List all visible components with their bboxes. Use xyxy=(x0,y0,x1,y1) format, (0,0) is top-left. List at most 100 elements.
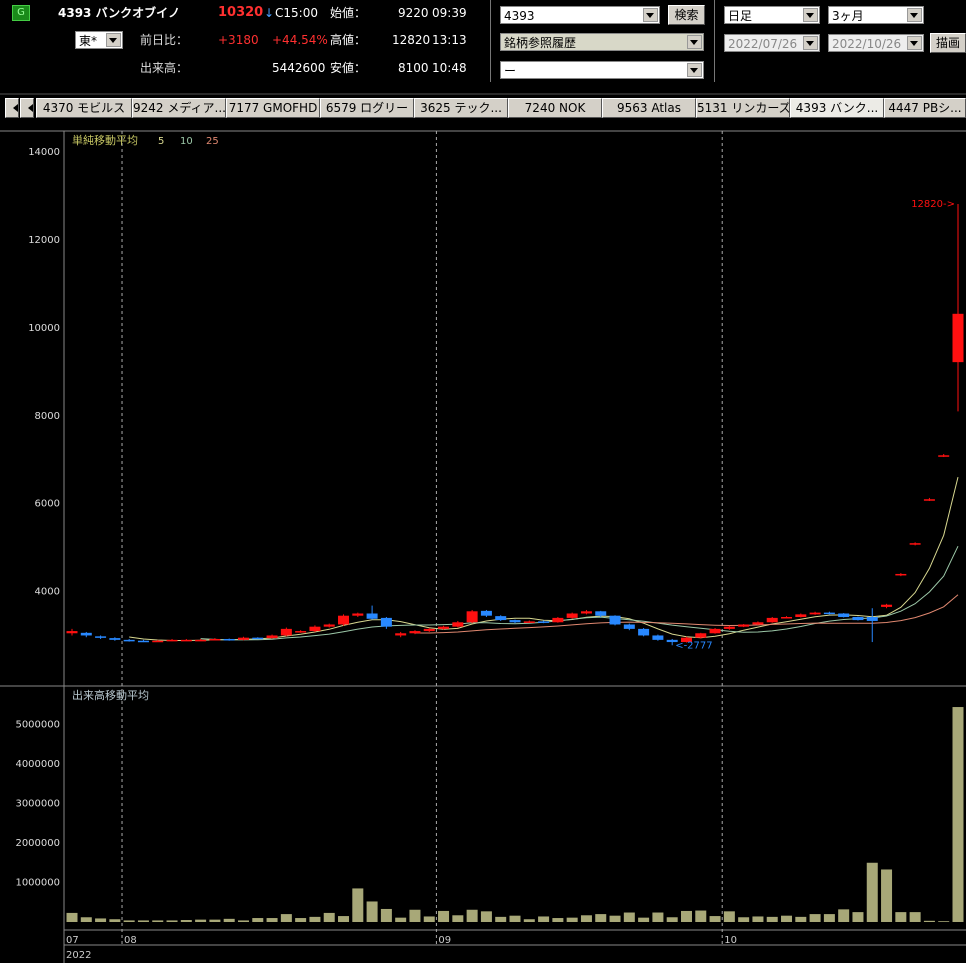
candle-body xyxy=(237,637,249,640)
volume-bar xyxy=(638,917,650,922)
volume-bar xyxy=(438,910,450,922)
stock-tab[interactable]: 7177 GMOFHD xyxy=(226,98,320,118)
candle-body xyxy=(280,628,292,636)
x-tick-label: 08 xyxy=(124,935,137,946)
moving-average-line xyxy=(415,594,959,634)
span-select[interactable]: 3ヶ月 xyxy=(828,6,924,24)
volume-title: 出来高移動平均 xyxy=(72,688,149,702)
candle-body xyxy=(137,640,149,643)
volume-bar xyxy=(823,914,835,922)
candle-body xyxy=(395,633,407,636)
label: 出来高： xyxy=(140,61,189,75)
volume-bar xyxy=(495,916,507,922)
low-annotation: <-2777 xyxy=(675,640,712,651)
candle-body xyxy=(352,613,364,616)
volume-bar xyxy=(881,869,893,922)
candle-body xyxy=(938,455,950,457)
volume-bar xyxy=(223,918,235,922)
volume-bar xyxy=(738,917,750,922)
candle-body xyxy=(295,631,307,633)
y-tick-label: 10000 xyxy=(28,323,60,334)
candle-body xyxy=(766,617,778,623)
volume-bar xyxy=(380,908,392,922)
candle-body xyxy=(909,543,921,545)
high-time: 13:13 xyxy=(432,33,467,47)
candle-body xyxy=(695,633,707,638)
volume-bar xyxy=(66,912,78,922)
volume-bar xyxy=(252,918,264,922)
candle-body xyxy=(380,617,392,627)
volume-bar xyxy=(295,918,307,922)
candle-body xyxy=(309,626,321,632)
volume-bar xyxy=(909,912,921,922)
candle-body xyxy=(252,637,264,640)
volume-bar xyxy=(109,919,121,922)
stock-tab[interactable]: 3625 テック... xyxy=(414,98,508,118)
volume-bar xyxy=(952,707,964,922)
stock-tab[interactable]: 7240 NOK xyxy=(508,98,602,118)
volume-bar xyxy=(466,909,478,922)
volume-bar xyxy=(923,920,935,922)
candle-body xyxy=(409,631,421,634)
history-select[interactable]: 銘柄参照履歴 xyxy=(500,33,704,51)
volume-bar xyxy=(323,912,335,922)
volume-bar xyxy=(680,910,692,922)
market-select[interactable]: 東* xyxy=(75,31,123,49)
candle-body xyxy=(180,639,192,642)
moving-average-line xyxy=(129,476,959,641)
volume-bar xyxy=(237,920,249,922)
search-button[interactable]: 検索 xyxy=(668,5,705,25)
candle-body xyxy=(466,611,478,623)
volume-bar xyxy=(852,912,864,922)
stock-tab[interactable]: 5131 リンカーズ xyxy=(696,98,790,118)
first-button[interactable] xyxy=(5,98,19,118)
to-date[interactable]: 2022/10/26 xyxy=(828,34,924,52)
stock-tab[interactable]: 4393 バンク... xyxy=(790,98,884,118)
volume-bar xyxy=(666,917,678,922)
stock-tab[interactable]: 9563 Atlas xyxy=(602,98,696,118)
volume-bar xyxy=(452,915,464,922)
blank-select[interactable]: ー xyxy=(500,61,704,79)
change-pct: +44.54% xyxy=(272,33,328,47)
candle-body xyxy=(666,639,678,643)
y-tick-label: 4000000 xyxy=(15,759,60,770)
change: +3180 xyxy=(218,33,259,47)
candle-body xyxy=(166,639,178,642)
stock-tab[interactable]: 4447 PBシ... xyxy=(884,98,966,118)
high: 12820 xyxy=(392,33,431,47)
x-tick-label: 07 xyxy=(66,935,79,946)
candle-body xyxy=(823,612,835,615)
stock-tab[interactable]: 4370 モビルス xyxy=(36,98,132,118)
volume-bar xyxy=(552,918,564,922)
y-tick-label: 2000000 xyxy=(15,838,60,849)
symbol-select[interactable]: 4393 xyxy=(500,6,660,24)
period-select[interactable]: 日足 xyxy=(724,6,820,24)
volume-bar xyxy=(752,916,764,922)
candle-body xyxy=(152,640,164,643)
volume-bar xyxy=(609,915,621,922)
from-date[interactable]: 2022/07/26 xyxy=(724,34,820,52)
volume-bar xyxy=(280,914,292,922)
stock-tab[interactable]: 9242 メディア... xyxy=(132,98,226,118)
candle-body xyxy=(523,621,535,623)
candle-body xyxy=(366,613,378,619)
volume-bar xyxy=(209,919,221,922)
prev-button[interactable] xyxy=(20,98,34,118)
candle-body xyxy=(123,639,135,642)
draw-button[interactable]: 描画 xyxy=(930,33,966,53)
volume-bar xyxy=(709,916,721,922)
candle-body xyxy=(738,624,750,627)
volume-bar xyxy=(652,912,664,922)
volume-bar xyxy=(795,916,807,922)
low-time: 10:48 xyxy=(432,61,467,75)
volume-bar xyxy=(338,916,350,922)
y-tick-label: 8000 xyxy=(35,411,60,422)
stock-tab[interactable]: 6579 ログリー xyxy=(320,98,414,118)
volume-bar xyxy=(566,917,578,922)
candle-body xyxy=(623,624,635,629)
volume-bar xyxy=(152,920,164,922)
volume-bar xyxy=(80,917,92,922)
volume-bar xyxy=(766,916,778,922)
